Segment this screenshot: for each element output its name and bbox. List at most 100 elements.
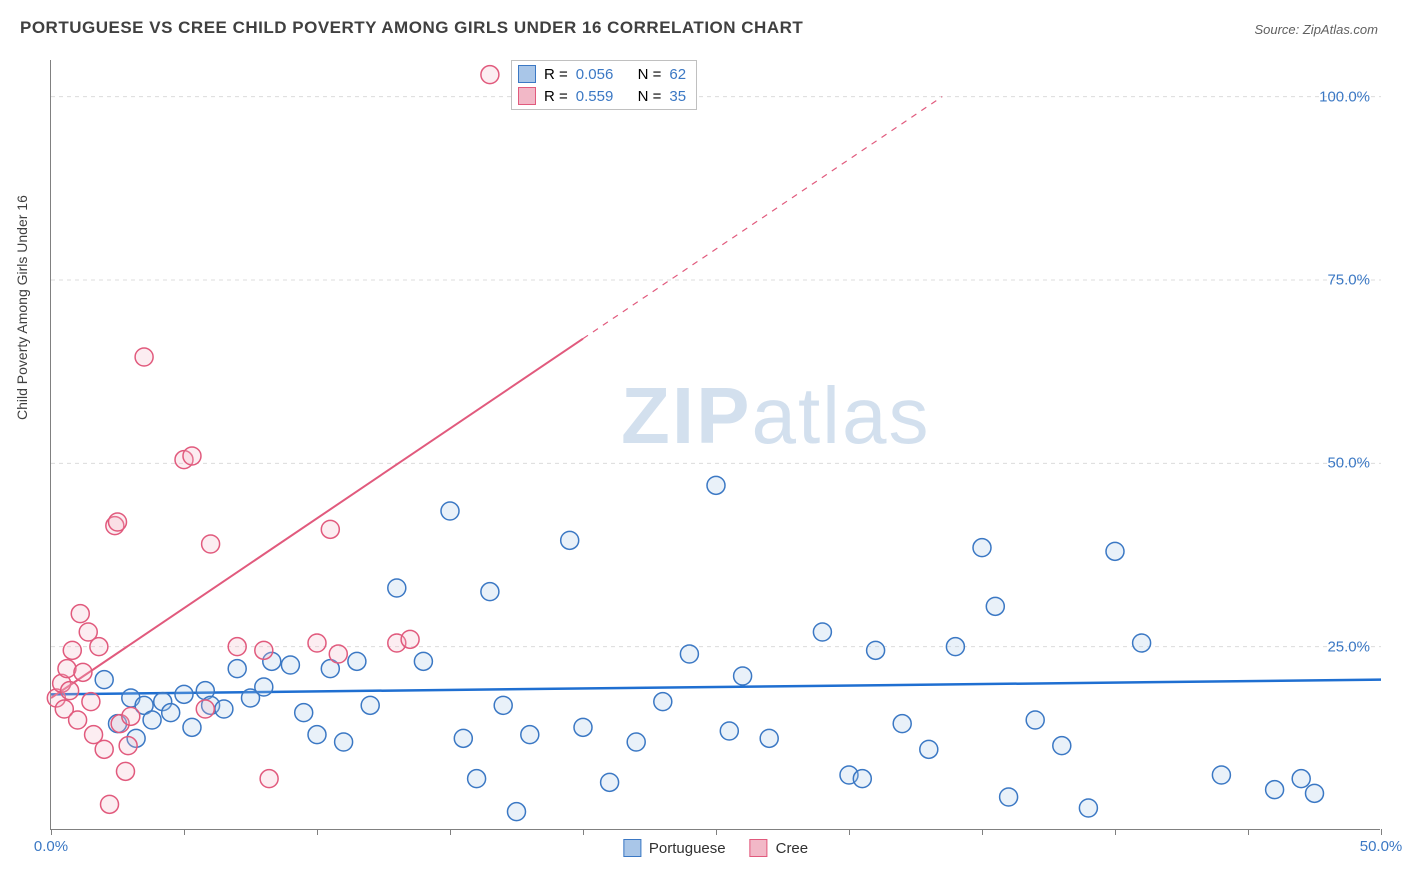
scatter-point [82, 693, 100, 711]
y-tick-label: 100.0% [1319, 88, 1370, 105]
scatter-point [255, 678, 273, 696]
scatter-point [329, 645, 347, 663]
plot-area: ZIPatlas R = 0.056 N = 62 R = 0.559 N = … [50, 60, 1380, 830]
scatter-point [361, 696, 379, 714]
x-tick [1115, 829, 1116, 835]
scatter-point [1306, 784, 1324, 802]
scatter-point [986, 597, 1004, 615]
scatter-point [1079, 799, 1097, 817]
legend-top-row-0: R = 0.056 N = 62 [518, 65, 686, 83]
scatter-point [63, 641, 81, 659]
source-attribution: Source: ZipAtlas.com [1254, 22, 1378, 37]
legend-bottom: Portuguese Cree [623, 839, 808, 857]
x-tick [1248, 829, 1249, 835]
chart-title: PORTUGUESE VS CREE CHILD POVERTY AMONG G… [20, 18, 803, 38]
legend-swatch-1 [518, 87, 536, 105]
x-tick [982, 829, 983, 835]
y-tick-label: 50.0% [1327, 455, 1370, 472]
scatter-point [707, 476, 725, 494]
scatter-point [1266, 781, 1284, 799]
scatter-point [1053, 737, 1071, 755]
legend-r-label-0: R = [544, 66, 568, 83]
x-tick [583, 829, 584, 835]
source-name: ZipAtlas.com [1303, 22, 1378, 37]
legend-r-value-0: 0.056 [576, 66, 614, 83]
scatter-point [574, 718, 592, 736]
scatter-point [58, 660, 76, 678]
legend-bottom-label-1: Cree [776, 840, 809, 857]
scatter-point [720, 722, 738, 740]
legend-n-label-1: N = [638, 88, 662, 105]
scatter-point [920, 740, 938, 758]
scatter-point [321, 520, 339, 538]
scatter-point [308, 634, 326, 652]
y-axis-label: Child Poverty Among Girls Under 16 [14, 195, 30, 420]
x-tick [184, 829, 185, 835]
scatter-point [175, 685, 193, 703]
scatter-point [61, 682, 79, 700]
scatter-point [1000, 788, 1018, 806]
scatter-point [1212, 766, 1230, 784]
scatter-point [183, 447, 201, 465]
scatter-point [654, 693, 672, 711]
x-tick [317, 829, 318, 835]
scatter-point [69, 711, 87, 729]
scatter-point [260, 770, 278, 788]
scatter-point [481, 583, 499, 601]
legend-bottom-label-0: Portuguese [649, 840, 726, 857]
legend-bottom-item-0: Portuguese [623, 839, 726, 857]
legend-top: R = 0.056 N = 62 R = 0.559 N = 35 [511, 60, 697, 110]
legend-bottom-item-1: Cree [750, 839, 809, 857]
scatter-point [760, 729, 778, 747]
chart-svg [51, 60, 1380, 829]
legend-n-label-0: N = [638, 66, 662, 83]
scatter-point [561, 531, 579, 549]
legend-n-value-0: 62 [669, 66, 686, 83]
scatter-point [143, 711, 161, 729]
scatter-point [813, 623, 831, 641]
scatter-point [281, 656, 299, 674]
scatter-point [481, 66, 499, 84]
scatter-point [508, 803, 526, 821]
scatter-point [90, 638, 108, 656]
scatter-point [116, 762, 134, 780]
x-tick [716, 829, 717, 835]
scatter-point [348, 652, 366, 670]
scatter-point [228, 638, 246, 656]
scatter-point [95, 740, 113, 758]
scatter-point [228, 660, 246, 678]
scatter-point [973, 539, 991, 557]
legend-swatch-0 [518, 65, 536, 83]
scatter-point [414, 652, 432, 670]
scatter-point [109, 513, 127, 531]
scatter-point [255, 641, 273, 659]
scatter-point [196, 700, 214, 718]
scatter-point [1106, 542, 1124, 560]
legend-top-row-1: R = 0.559 N = 35 [518, 87, 686, 105]
scatter-point [135, 348, 153, 366]
legend-bottom-swatch-1 [750, 839, 768, 857]
scatter-point [122, 707, 140, 725]
scatter-point [454, 729, 472, 747]
x-tick-label: 0.0% [34, 838, 68, 855]
x-tick-label: 50.0% [1360, 838, 1403, 855]
y-tick-label: 75.0% [1327, 272, 1370, 289]
legend-r-value-1: 0.559 [576, 88, 614, 105]
scatter-point [893, 715, 911, 733]
scatter-point [946, 638, 964, 656]
x-tick [1381, 829, 1382, 835]
legend-bottom-swatch-0 [623, 839, 641, 857]
scatter-point [867, 641, 885, 659]
y-tick-label: 25.0% [1327, 638, 1370, 655]
scatter-point [162, 704, 180, 722]
scatter-point [734, 667, 752, 685]
scatter-point [521, 726, 539, 744]
scatter-point [308, 726, 326, 744]
scatter-point [119, 737, 137, 755]
scatter-point [71, 605, 89, 623]
source-prefix: Source: [1254, 22, 1302, 37]
legend-r-label-1: R = [544, 88, 568, 105]
scatter-point [202, 535, 220, 553]
scatter-point [494, 696, 512, 714]
x-tick [450, 829, 451, 835]
